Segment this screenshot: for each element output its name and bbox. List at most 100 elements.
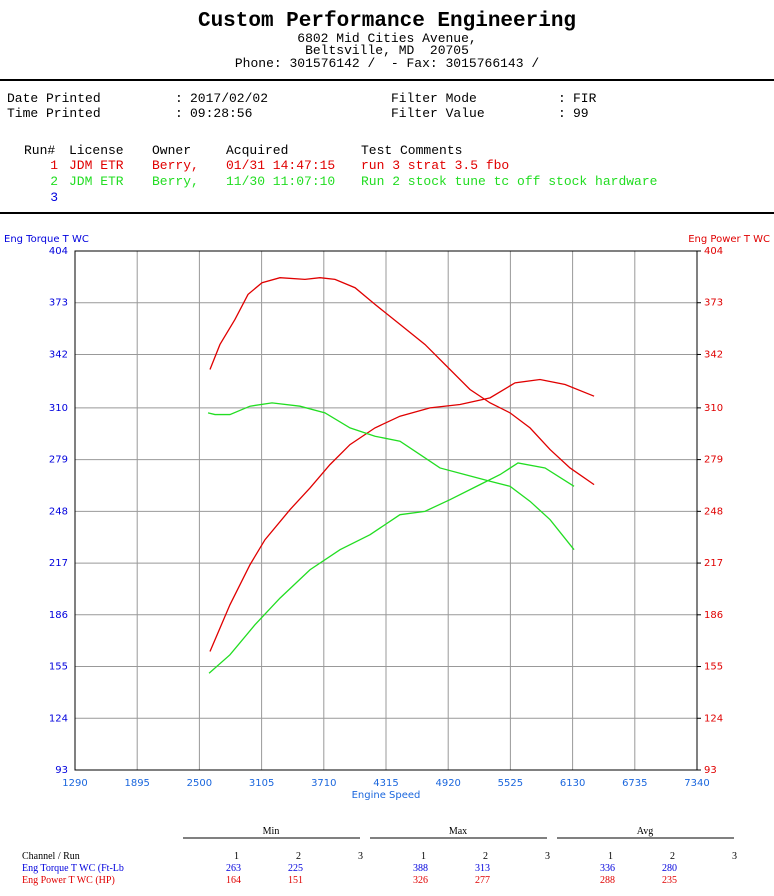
run-cell: Run 2 stock tune tc off stock hardware (361, 174, 657, 189)
info-label: Filter Value (391, 106, 485, 121)
summary-value: 326 (413, 875, 428, 886)
run-cell: JDM ETR (69, 174, 124, 189)
run-number: 1 (608, 851, 613, 862)
info-separator: : (175, 106, 183, 121)
run-number: 3 (732, 851, 737, 862)
run-number: 2 (670, 851, 675, 862)
run-number: 2 (296, 851, 301, 862)
run-cell: Berry, (152, 174, 199, 189)
info-separator: : (175, 91, 183, 106)
y-tick-label: 279 (49, 455, 68, 466)
y2-tick-label: 155 (704, 662, 723, 673)
y-tick-label: 93 (55, 765, 68, 776)
group-header: Max (449, 826, 467, 837)
run-cell: 01/31 14:47:15 (226, 158, 335, 173)
info-separator: : (558, 106, 566, 121)
summary-value: 388 (413, 863, 428, 874)
y-tick-label: 186 (49, 610, 68, 621)
plot-frame (74, 250, 698, 771)
runs-header: Acquired (226, 143, 288, 158)
address: 6802 Mid Cities Avenue, (297, 31, 476, 46)
info-value: 2017/02/02 (190, 91, 268, 106)
y2-tick-label: 217 (704, 558, 723, 569)
runs-header: Test Comments (361, 143, 462, 158)
run-cell: JDM ETR (69, 158, 124, 173)
run-number: 3 (545, 851, 550, 862)
group-header: Min (263, 826, 280, 837)
run-number: 2 (483, 851, 488, 862)
x-tick-label: 6735 (622, 778, 647, 789)
y2-tick-label: 279 (704, 455, 723, 466)
summary-value: 288 (600, 875, 615, 886)
address: Phone: 301576142 / - Fax: 3015766143 / (235, 56, 539, 71)
summary-value: 313 (475, 863, 490, 874)
y2-tick-label: 186 (704, 610, 723, 621)
info-label: Time Printed (7, 106, 101, 121)
y2-tick-label: 248 (704, 506, 723, 517)
summary-value: 280 (662, 863, 677, 874)
info-label: Date Printed (7, 91, 101, 106)
y-tick-label: 310 (49, 403, 68, 414)
title: Custom Performance Engineering (198, 10, 576, 33)
channel-label: Eng Torque T WC (Ft-Lb (22, 863, 124, 874)
x-tick-label: 1895 (124, 778, 149, 789)
run-cell: Berry, (152, 158, 199, 173)
address: Beltsville, MD 20705 (305, 43, 469, 58)
y-tick-label: 124 (49, 713, 68, 724)
x-tick-label: 3105 (249, 778, 274, 789)
run-cell: 3 (50, 190, 58, 205)
info-value: FIR (573, 91, 597, 106)
y-tick-label: 342 (49, 349, 68, 360)
y-tick-label: 248 (49, 506, 68, 517)
info-value: 09:28:56 (190, 106, 252, 121)
y-tick-label: 404 (49, 246, 68, 257)
y-tick-label: 373 (49, 298, 68, 309)
summary-value: 151 (288, 875, 303, 886)
info-separator: : (558, 91, 566, 106)
channel-header: Channel / Run (22, 851, 80, 862)
run-number: 1 (421, 851, 426, 862)
y-tick-label: 217 (49, 558, 68, 569)
data-line (208, 462, 575, 674)
summary-value: 336 (600, 863, 615, 874)
data-line (209, 378, 595, 652)
info-label: Filter Mode (391, 91, 477, 106)
run-cell: 1 (50, 158, 58, 173)
summary-value: 263 (226, 863, 241, 874)
channel-label: Eng Power T WC (HP) (22, 875, 115, 886)
summary-value: 235 (662, 875, 677, 886)
run-number: 1 (234, 851, 239, 862)
y2-tick-label: 404 (704, 246, 723, 257)
runs-header: Run# (24, 143, 55, 158)
run-cell: run 3 strat 3.5 fbo (361, 158, 509, 173)
info-value: 99 (573, 106, 589, 121)
runs-header: License (69, 143, 124, 158)
runs-header: Owner (152, 143, 191, 158)
x-tick-label: 4920 (435, 778, 460, 789)
x-tick-label: 7340 (684, 778, 709, 789)
run-cell: 11/30 11:07:10 (226, 174, 335, 189)
x-tick-label: 6130 (560, 778, 585, 789)
y2-tick-label: 93 (704, 765, 717, 776)
y2-tick-label: 124 (704, 713, 723, 724)
y2-tick-label: 373 (704, 298, 723, 309)
summary-value: 225 (288, 863, 303, 874)
y2-tick-label: 342 (704, 349, 723, 360)
summary-value: 277 (475, 875, 490, 886)
x-tick-label: 5525 (498, 778, 523, 789)
x-tick-label: 3710 (311, 778, 336, 789)
x-tick-label: 1290 (62, 778, 87, 789)
y-axis-label: Eng Torque T WC (4, 234, 89, 245)
y2-tick-label: 310 (704, 403, 723, 414)
group-header: Avg (637, 826, 653, 837)
run-cell: 2 (50, 174, 58, 189)
x-tick-label: 4315 (373, 778, 398, 789)
run-number: 3 (358, 851, 363, 862)
data-line (207, 402, 575, 551)
x-axis-label: Engine Speed (352, 790, 421, 801)
y2-axis-label: Eng Power T WC (688, 234, 770, 245)
y-tick-label: 155 (49, 662, 68, 673)
x-tick-label: 2500 (187, 778, 212, 789)
data-line (209, 277, 595, 486)
